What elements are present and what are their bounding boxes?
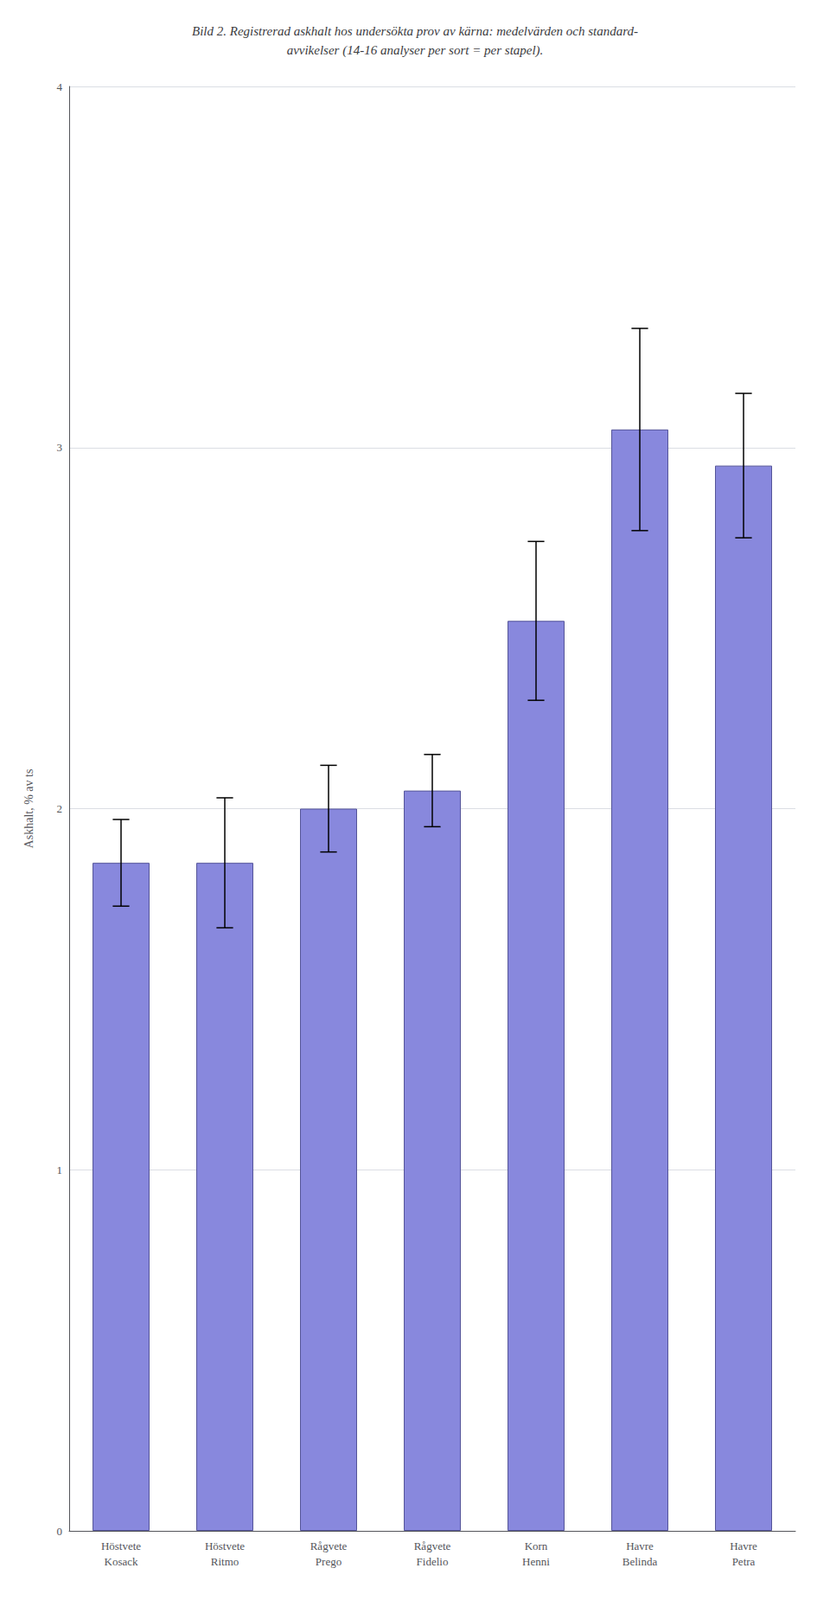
svg-text:Höstvete: Höstvete	[101, 1539, 141, 1553]
svg-text:Belinda: Belinda	[622, 1555, 658, 1569]
svg-text:Henni: Henni	[522, 1555, 550, 1569]
svg-text:Kosack: Kosack	[104, 1555, 139, 1569]
svg-text:2: 2	[57, 802, 64, 816]
svg-text:Rågvete: Rågvete	[414, 1539, 452, 1553]
svg-text:Ritmo: Ritmo	[210, 1555, 240, 1569]
svg-text:Havre: Havre	[729, 1539, 758, 1553]
svg-text:Bild 2. Registrerad askhalt ho: Bild 2. Registrerad askhalt hos undersök…	[191, 24, 639, 39]
svg-text:4: 4	[57, 80, 64, 94]
svg-text:1: 1	[57, 1163, 64, 1177]
svg-text:Korn: Korn	[524, 1539, 549, 1553]
svg-text:Askhalt, % av ts: Askhalt, % av ts	[22, 769, 36, 850]
svg-text:3: 3	[57, 440, 64, 454]
svg-text:Petra: Petra	[732, 1555, 756, 1569]
svg-text:avvikelser (14-16 analyser per: avvikelser (14-16 analyser per sort = pe…	[287, 43, 544, 58]
svg-text:Rågvete: Rågvete	[310, 1539, 348, 1553]
svg-text:Havre: Havre	[625, 1539, 654, 1553]
svg-text:Fidelio: Fidelio	[416, 1555, 449, 1569]
svg-text:Höstvete: Höstvete	[204, 1539, 245, 1553]
svg-text:Prego: Prego	[315, 1555, 342, 1569]
svg-text:0: 0	[57, 1525, 64, 1539]
